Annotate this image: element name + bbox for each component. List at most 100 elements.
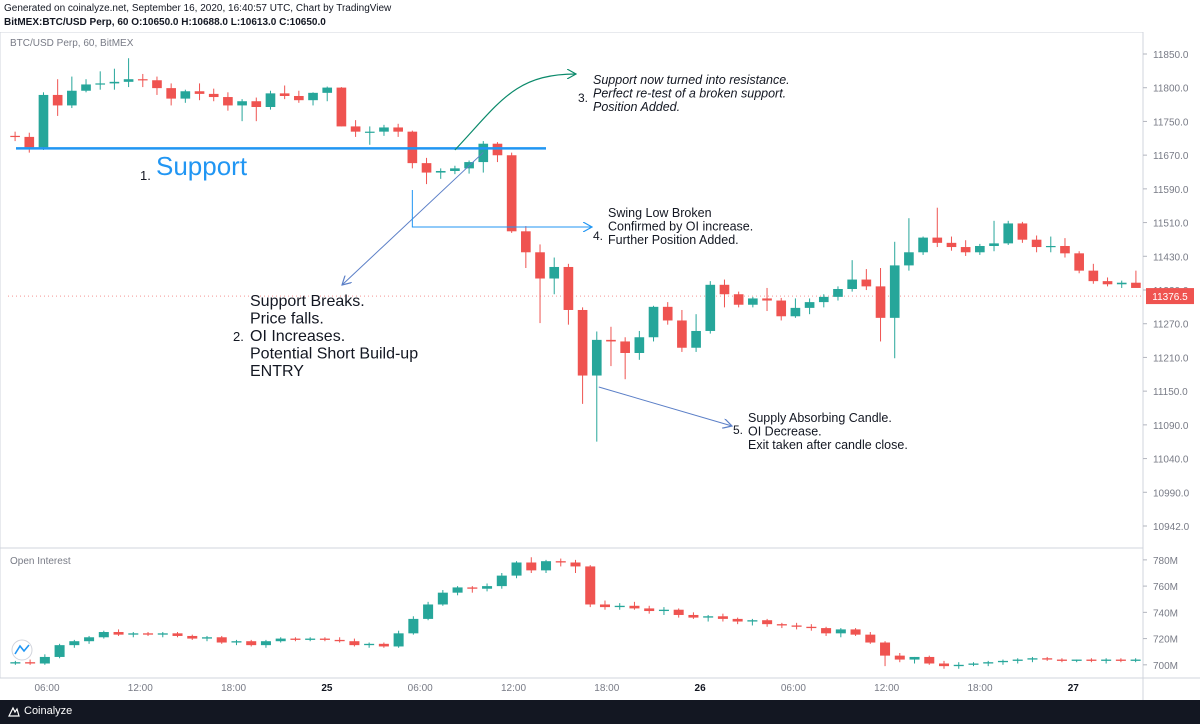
oi-candle [938, 663, 950, 667]
price-candle [591, 339, 602, 376]
price-candle [1045, 245, 1056, 248]
oi-candle [1130, 659, 1141, 661]
last-price-label: 11376.5 [1152, 292, 1188, 303]
annotation-5-line: Supply Absorbing Candle. [748, 411, 892, 425]
oi-candle [850, 629, 861, 635]
price-y-tick-label: 11090.0 [1153, 421, 1189, 432]
oi-candle [821, 628, 832, 634]
price-y-tick-label: 11430.0 [1153, 252, 1189, 263]
oi-candle [762, 620, 773, 625]
price-candle [421, 163, 432, 173]
oi-y-tick-label: 740M [1153, 608, 1178, 619]
oi-candle [629, 605, 640, 609]
oi-candle [319, 638, 330, 640]
oi-candle [909, 656, 920, 660]
annotation-5-line: OI Decrease. [748, 425, 822, 439]
price-candle [1060, 245, 1070, 254]
oi-candle [673, 609, 684, 615]
oi-candle [732, 618, 743, 622]
oi-candle [1027, 658, 1038, 660]
price-candle [450, 168, 460, 171]
price-candle [1031, 239, 1042, 248]
price-candle [705, 284, 716, 331]
annotation-1-number: 1. [140, 168, 151, 183]
oi-candle [703, 616, 714, 618]
price-candle [648, 306, 659, 338]
oi-candle [393, 633, 404, 647]
price-y-tick-label: 11270.0 [1153, 320, 1189, 331]
footer-bar: Coinalyze [0, 700, 1200, 724]
price-y-tick-label: 11210.0 [1153, 353, 1189, 364]
x-tick-label: 12:00 [874, 683, 899, 694]
oi-candle [172, 633, 183, 636]
tradingview-badge-icon [11, 639, 33, 661]
oi-candle [452, 587, 463, 593]
oi-candle [1101, 659, 1112, 661]
annotation-1-text: Support [156, 151, 248, 181]
oi-candle [187, 635, 198, 639]
x-tick-label: 06:00 [408, 683, 433, 694]
price-candle [237, 101, 247, 106]
price-candle [549, 266, 560, 279]
price-candle [904, 252, 914, 266]
price-y-tick-label: 11670.0 [1153, 151, 1189, 162]
oi-candle [526, 562, 537, 571]
price-candle [137, 79, 148, 81]
price-candle [506, 155, 517, 232]
price-y-tick-label: 10990.0 [1153, 488, 1190, 499]
price-candle [208, 93, 219, 98]
x-tick-label: 12:00 [501, 683, 526, 694]
price-candle [804, 302, 815, 308]
oi-candle [275, 638, 286, 642]
price-candle [677, 320, 687, 348]
x-tick-label: 27 [1068, 683, 1080, 694]
annotation-3-number: 3. [578, 91, 588, 105]
oi-candle [54, 645, 65, 657]
oi-candle [541, 561, 552, 571]
last-price-badge [1146, 288, 1194, 305]
price-candle [322, 87, 333, 93]
x-tick-label: 18:00 [221, 683, 246, 694]
price-y-tick-label: 10942.0 [1153, 522, 1190, 533]
annotation-4-line: Swing Low Broken [608, 206, 712, 220]
annotation-2-line: Price falls. [250, 311, 324, 328]
oi-candle [555, 561, 566, 563]
x-tick-label: 12:00 [128, 683, 153, 694]
x-tick-label: 25 [321, 683, 333, 694]
annotation-3-line: Position Added. [593, 100, 680, 114]
price-candle [535, 252, 545, 279]
oi-candle [776, 624, 787, 626]
price-candle [123, 79, 134, 82]
price-candle [251, 101, 262, 108]
price-candle [223, 97, 233, 106]
oi-candle [84, 637, 95, 642]
annotation-2-line: ENTRY [250, 363, 304, 380]
oi-candle [231, 641, 242, 643]
price-candle [166, 88, 176, 99]
oi-pane [0, 547, 1144, 679]
annotation-3-line: Support now turned into resistance. [593, 73, 790, 87]
price-candle [875, 286, 886, 318]
oi-candle [658, 609, 669, 612]
price-y-tick-label: 11590.0 [1153, 185, 1189, 196]
oi-candle [865, 634, 876, 643]
price-candle [606, 339, 616, 342]
price-y-tick-label: 11800.0 [1153, 84, 1189, 95]
price-candle [960, 247, 971, 253]
oi-candle [143, 633, 154, 635]
oi-candle [1056, 659, 1067, 661]
oi-candle [1071, 659, 1082, 661]
symbol-ohlc-info: BitMEX:BTC/USD Perp, 60 O:10650.0 H:1068… [4, 17, 326, 28]
oi-y-tick-label: 760M [1153, 582, 1178, 593]
price-candle [95, 83, 106, 85]
oi-candle [113, 632, 124, 635]
annotation-2-number: 2. [233, 329, 244, 344]
oi-candle [290, 638, 301, 640]
coinalyze-logo-icon [8, 706, 20, 717]
price-candle [1017, 223, 1028, 240]
price-candle [308, 92, 318, 101]
price-candle [521, 231, 531, 253]
price-candle [1131, 282, 1141, 288]
price-candle [38, 94, 49, 148]
annotation-5-arrow [598, 386, 732, 426]
